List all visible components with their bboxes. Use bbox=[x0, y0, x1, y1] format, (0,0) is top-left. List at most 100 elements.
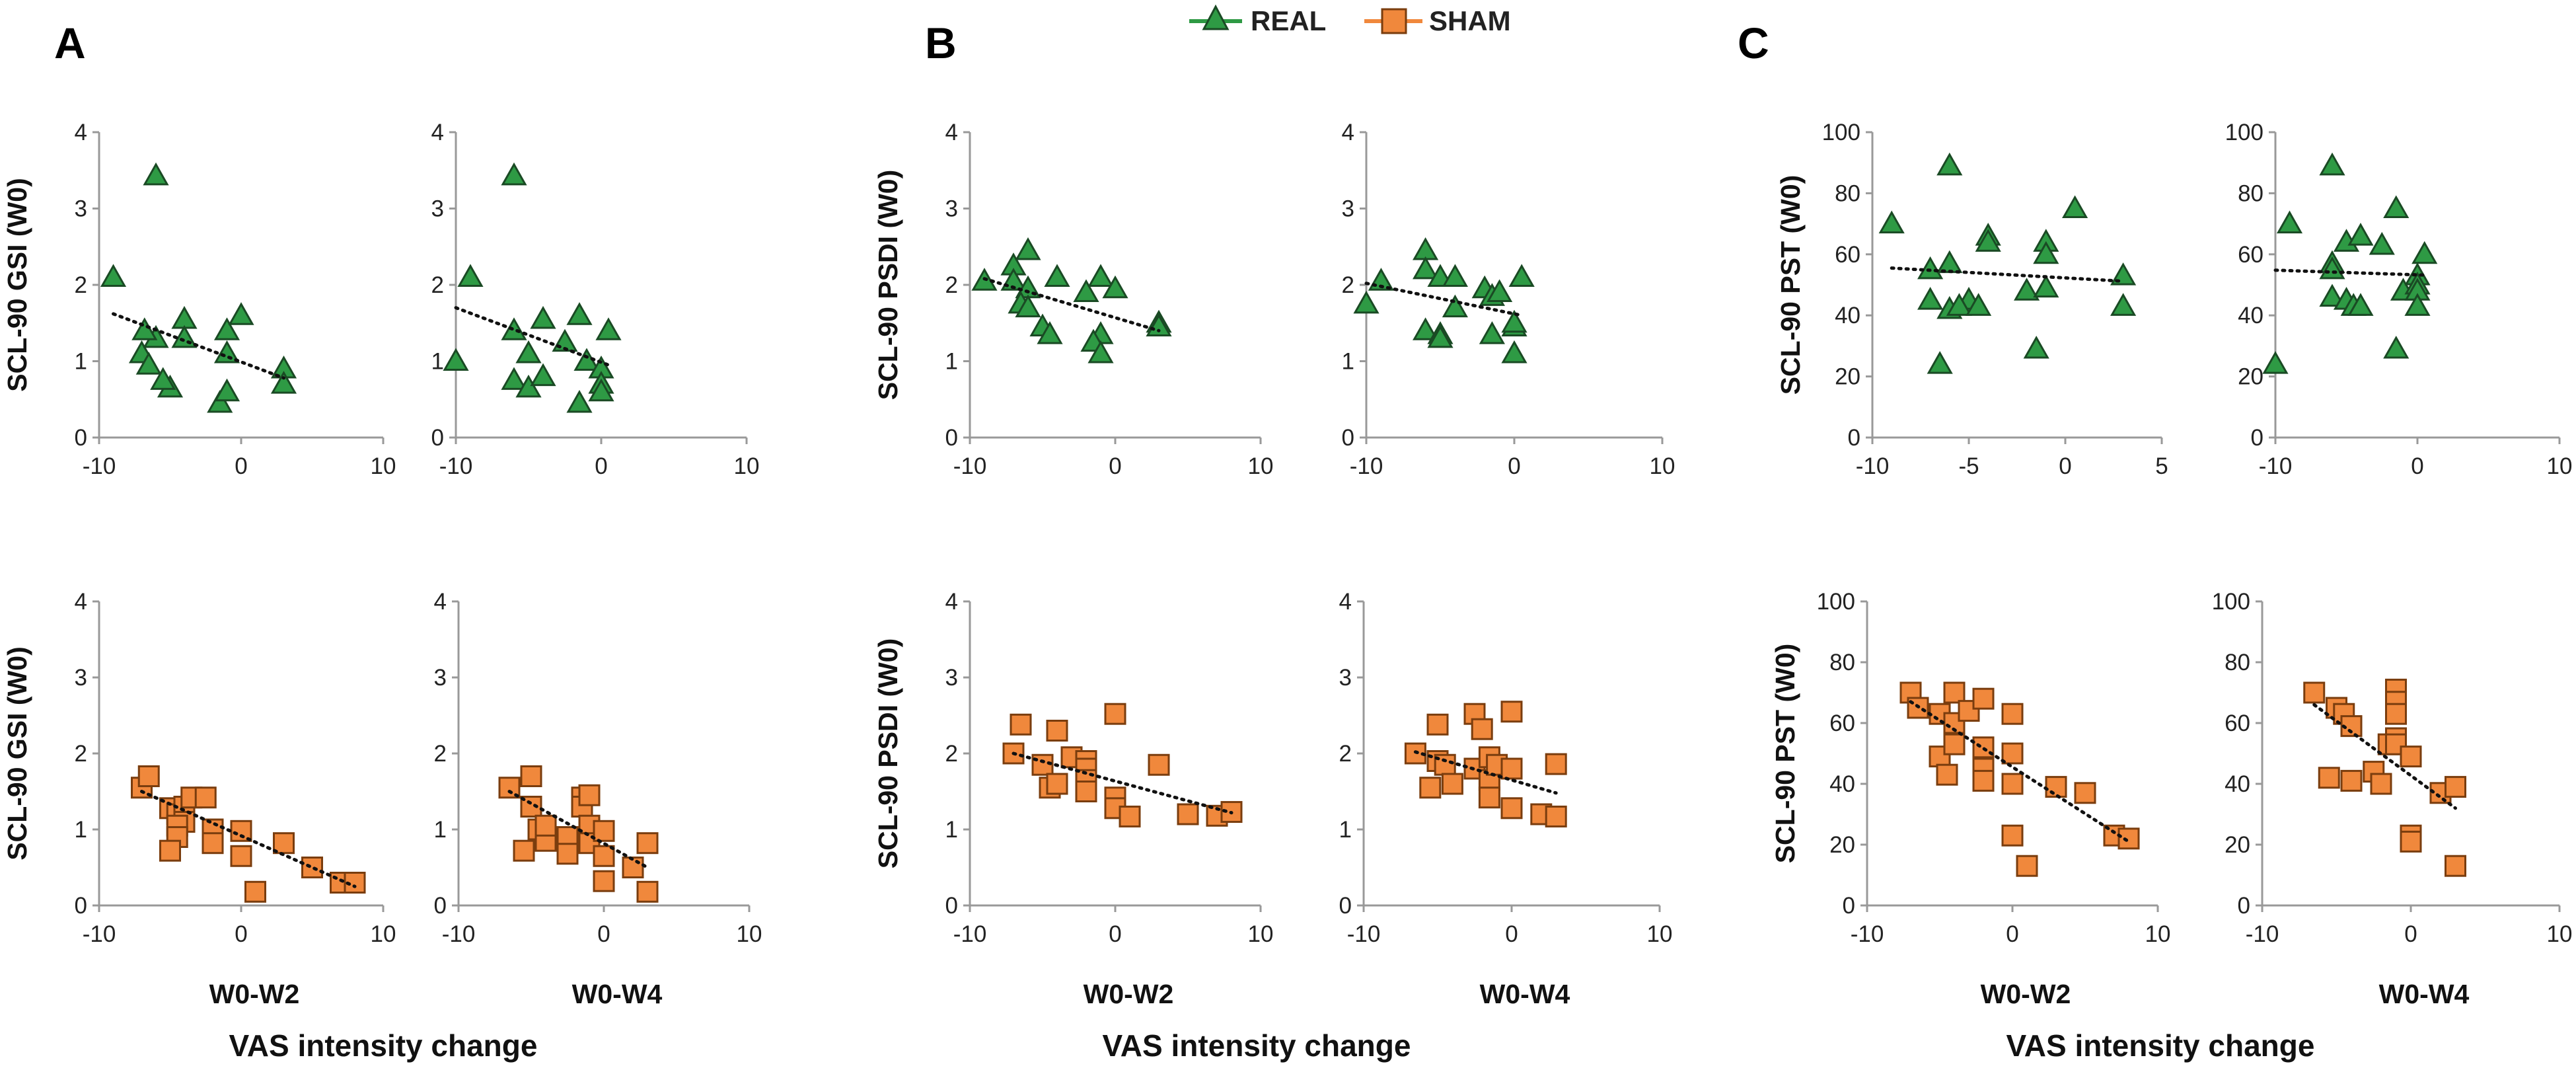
y-tick-label: 100 bbox=[2225, 120, 2263, 145]
y-tick-label: 80 bbox=[1835, 180, 1860, 206]
y-tick-label: 0 bbox=[1843, 893, 1855, 919]
data-point-real bbox=[2014, 278, 2040, 301]
data-point-sham bbox=[1441, 773, 1463, 795]
y-tick-label: 2 bbox=[1342, 272, 1354, 298]
data-point-sham bbox=[2385, 703, 2407, 725]
y-tick-label: 0 bbox=[945, 893, 958, 919]
data-point-real bbox=[1936, 152, 1963, 176]
data-point-real bbox=[1917, 256, 1944, 280]
data-point-sham bbox=[2016, 855, 2038, 877]
data-point-sham bbox=[2001, 824, 2024, 847]
legend: REAL SHAM bbox=[1189, 4, 1511, 36]
data-point-real bbox=[2262, 351, 2289, 374]
data-point-real bbox=[1936, 250, 1963, 274]
y-tick-label: 4 bbox=[75, 589, 87, 615]
data-point-real bbox=[1102, 275, 1128, 299]
x-tick-label: 0 bbox=[235, 921, 247, 947]
x-axis-title: W0-W2 bbox=[209, 979, 300, 1009]
y-tick-label: 40 bbox=[1835, 303, 1860, 328]
y-tick-label: 3 bbox=[431, 196, 444, 222]
data-point-sham bbox=[1046, 773, 1068, 795]
y-axis-title: SCL-90 PST (W0) bbox=[1775, 175, 1806, 395]
data-point-sham bbox=[593, 845, 615, 867]
data-point-sham bbox=[2370, 773, 2392, 795]
y-tick-label: 0 bbox=[75, 425, 87, 451]
data-point-real bbox=[1917, 287, 1944, 310]
data-point-real bbox=[515, 374, 542, 398]
data-point-sham bbox=[636, 832, 659, 855]
x-tick-label: 0 bbox=[1109, 453, 1121, 479]
data-point-sham bbox=[2001, 742, 2024, 765]
x-tick-label: 0 bbox=[2059, 453, 2071, 479]
legend-sham-label: SHAM bbox=[1429, 5, 1511, 36]
bottom-label-a: VAS intensity change bbox=[229, 1028, 538, 1063]
data-point-real bbox=[1087, 340, 1114, 364]
data-point-real bbox=[213, 340, 240, 364]
x-tick-label: -10 bbox=[1350, 453, 1383, 479]
x-tick-label: 10 bbox=[1248, 453, 1274, 479]
y-tick-label: 3 bbox=[945, 196, 958, 222]
data-point-real bbox=[530, 305, 556, 329]
data-point-sham bbox=[2340, 769, 2363, 792]
data-point-sham bbox=[1943, 681, 1966, 704]
y-tick-label: 1 bbox=[431, 349, 444, 375]
data-point-real bbox=[1073, 279, 1099, 303]
data-point-sham bbox=[1500, 797, 1523, 820]
y-tick-label: 2 bbox=[75, 741, 87, 767]
y-tick-label: 60 bbox=[1829, 710, 1855, 736]
data-point-real bbox=[2319, 284, 2345, 307]
y-tick-label: 40 bbox=[2238, 303, 2263, 328]
x-axis-title: W0-W4 bbox=[572, 979, 663, 1009]
trend-line bbox=[140, 790, 357, 888]
data-point-sham bbox=[1478, 786, 1500, 809]
data-point-sham bbox=[2045, 776, 2067, 798]
data-point-real bbox=[150, 367, 176, 390]
data-point-sham bbox=[1148, 753, 1170, 776]
y-axis-title: SCL-90 PSDI (W0) bbox=[873, 638, 903, 869]
x-tick-label: 0 bbox=[2404, 921, 2417, 947]
y-tick-label: 0 bbox=[75, 893, 87, 919]
trend-line bbox=[1890, 266, 2125, 283]
data-point-sham bbox=[1500, 701, 1523, 723]
x-tick-label: 10 bbox=[371, 453, 396, 479]
data-point-sham bbox=[1972, 769, 1995, 792]
data-point-real bbox=[566, 389, 593, 413]
y-axis-title: SCL-90 GSI (W0) bbox=[2, 178, 32, 391]
data-point-real bbox=[2062, 195, 2088, 218]
y-tick-label: 4 bbox=[1339, 589, 1352, 615]
x-tick-label: -10 bbox=[83, 453, 116, 479]
x-tick-label: 10 bbox=[1650, 453, 1675, 479]
y-tick-label: 0 bbox=[434, 893, 447, 919]
data-point-real bbox=[1946, 293, 1972, 316]
y-tick-label: 3 bbox=[1342, 196, 1354, 222]
x-tick-label: -10 bbox=[442, 921, 476, 947]
data-point-sham bbox=[301, 857, 323, 878]
data-point-sham bbox=[1471, 718, 1493, 740]
data-point-real bbox=[515, 340, 542, 364]
x-tick-label: 0 bbox=[235, 453, 247, 479]
data-point-real bbox=[2110, 293, 2137, 316]
y-tick-label: 2 bbox=[945, 272, 958, 298]
data-point-real bbox=[1015, 294, 1041, 318]
y-tick-label: 60 bbox=[2225, 710, 2250, 736]
data-point-real bbox=[213, 378, 240, 402]
data-point-sham bbox=[593, 820, 615, 842]
x-tick-label: -10 bbox=[953, 453, 987, 479]
data-point-real bbox=[2347, 293, 2374, 316]
x-tick-label: 0 bbox=[597, 921, 610, 947]
y-axis-title: SCL-90 GSI (W0) bbox=[2, 646, 32, 860]
y-tick-label: 80 bbox=[2238, 180, 2263, 206]
data-point-real bbox=[2404, 293, 2431, 316]
y-tick-label: 1 bbox=[945, 349, 958, 375]
x-tick-label: 0 bbox=[1109, 921, 1121, 947]
legend-real: REAL bbox=[1189, 4, 1326, 36]
data-point-real bbox=[1975, 229, 2001, 252]
trend-line bbox=[112, 312, 285, 380]
data-point-real bbox=[588, 378, 614, 402]
